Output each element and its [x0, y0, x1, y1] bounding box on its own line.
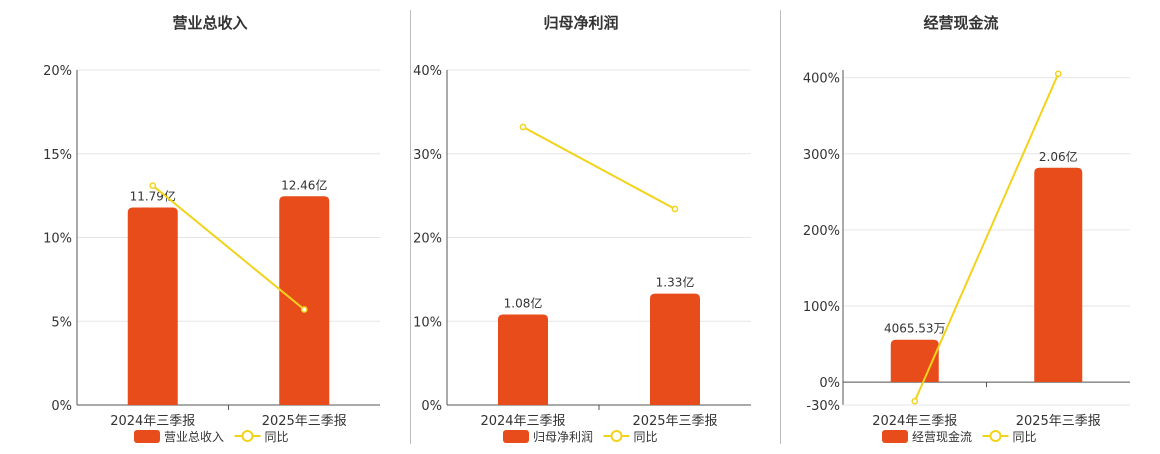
net-profit-chart: 归母净利润 0% 10% 20% 30% 40% 2024年三季报 2025年三季报 1.08亿… — [413, 14, 751, 444]
bar-data-label: 1.33亿 — [656, 275, 695, 290]
yoy-point — [149, 182, 157, 189]
yoy-point — [911, 397, 919, 405]
cash-flow-chart: 经营现金流 -30% 0% 100% 200% 300% 400% 2024年三季报 2025年… — [803, 14, 1130, 444]
y-tick-label: 20% — [43, 64, 72, 79]
bar — [1034, 167, 1083, 382]
yoy-point — [1054, 70, 1062, 78]
legend-label-line: 同比 — [1013, 430, 1037, 444]
chart-panel-revenue: 营业总收入 0% 5% 10% 15% 20% 2024年三季报 2025年三季报 11.79亿… — [0, 0, 410, 450]
bar — [127, 207, 178, 405]
bar-data-label: 12.46亿 — [281, 177, 327, 192]
legend-label-line: 同比 — [265, 430, 289, 444]
y-tick-label: 20% — [413, 232, 442, 247]
y-tick-label: 0% — [819, 376, 840, 391]
legend-swatch-marker — [241, 430, 254, 442]
bar-data-label: 4065.53万 — [884, 322, 946, 336]
chart-title: 经营现金流 — [923, 14, 998, 32]
legend-swatch-bar — [882, 430, 908, 443]
chart-title: 归母净利润 — [543, 14, 618, 32]
bar-data-label: 11.79亿 — [130, 189, 176, 204]
bar-data-label: 2.06亿 — [1039, 149, 1078, 164]
x-tick-label: 2024年三季报 — [110, 414, 195, 429]
y-tick-label: 10% — [43, 232, 72, 247]
legend-swatch-bar — [134, 430, 160, 443]
y-tick-label: 100% — [803, 300, 840, 315]
x-tick-label: 2025年三季报 — [632, 414, 717, 429]
x-tick-label: 2025年三季报 — [1016, 414, 1101, 429]
panel-divider — [410, 10, 411, 444]
yoy-line — [522, 126, 676, 210]
panel-divider — [780, 10, 781, 444]
y-tick-label: 0% — [421, 399, 442, 414]
y-tick-label: 5% — [51, 315, 72, 330]
x-tick-label: 2025年三季报 — [262, 414, 347, 429]
legend-swatch-marker — [989, 430, 1002, 442]
x-tick-label: 2024年三季报 — [480, 414, 565, 429]
yoy-line — [152, 184, 305, 311]
y-tick-label: 40% — [413, 64, 442, 79]
bar-data-label: 1.08亿 — [504, 296, 543, 311]
chart-panel-cash-flow: 经营现金流 -30% 0% 100% 200% 300% 400% 2024年三季报 2025年… — [781, 0, 1160, 450]
yoy-point — [300, 306, 308, 313]
legend-label-line: 同比 — [634, 430, 658, 444]
y-tick-label: 15% — [43, 148, 72, 163]
chart-title: 营业总收入 — [172, 14, 247, 32]
legend-label-bar: 归母净利润 — [533, 430, 593, 444]
bar — [498, 314, 548, 405]
bar — [279, 196, 330, 405]
yoy-line — [913, 73, 1060, 402]
y-tick-label: 30% — [413, 148, 442, 163]
y-tick-label: 300% — [803, 148, 840, 163]
y-tick-label: 0% — [51, 399, 72, 414]
yoy-point — [671, 205, 679, 213]
legend-label-bar: 经营现金流 — [912, 429, 972, 444]
revenue-chart: 营业总收入 0% 5% 10% 15% 20% 2024年三季报 2025年三季报 11.79亿… — [43, 14, 380, 444]
y-tick-label: 400% — [803, 72, 840, 87]
yoy-point — [519, 123, 527, 131]
legend-label-bar: 营业总收入 — [164, 430, 224, 444]
legend-swatch-marker — [610, 430, 623, 442]
y-tick-label: -30% — [806, 399, 840, 414]
bar — [650, 293, 700, 405]
chart-panel-net-profit: 归母净利润 0% 10% 20% 30% 40% 2024年三季报 2025年三季报 1.08亿… — [411, 0, 780, 450]
legend-swatch-bar — [503, 430, 529, 443]
x-tick-label: 2024年三季报 — [872, 414, 957, 429]
y-tick-label: 10% — [413, 315, 442, 330]
y-tick-label: 200% — [803, 224, 840, 239]
